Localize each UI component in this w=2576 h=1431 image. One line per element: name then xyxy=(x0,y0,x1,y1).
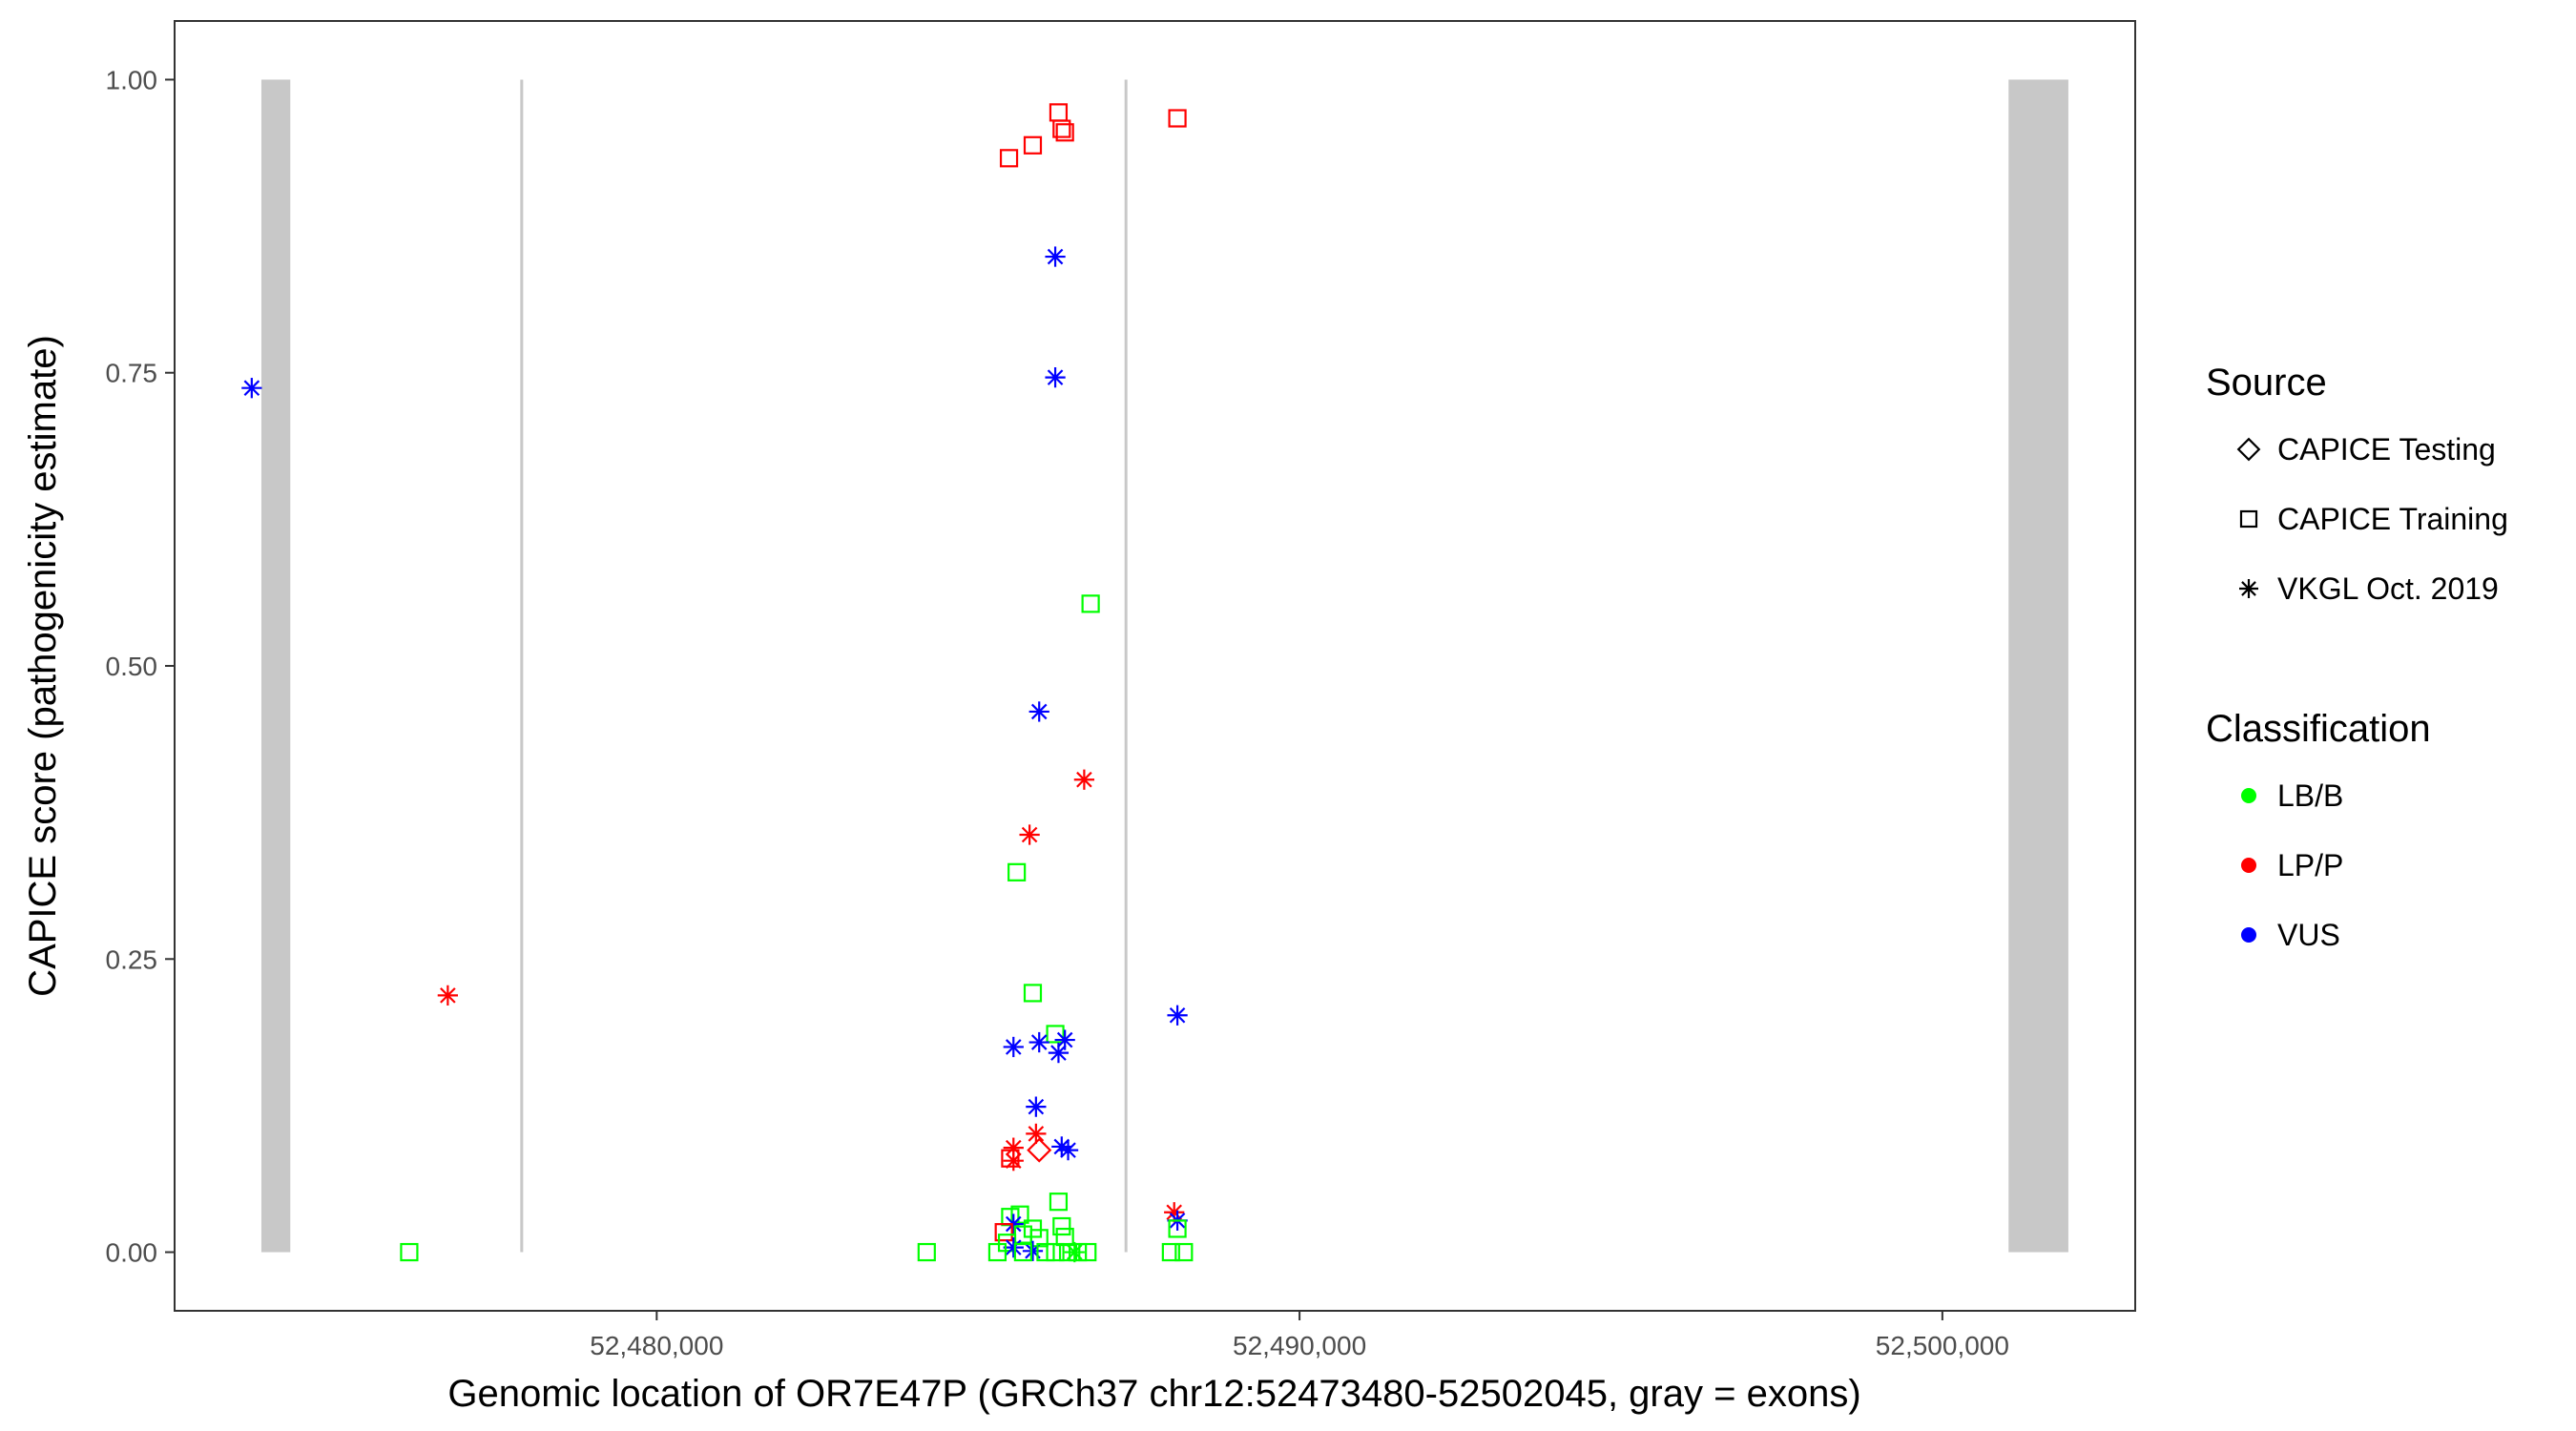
data-point-1 xyxy=(1049,103,1069,122)
data-point-10 xyxy=(1081,594,1100,613)
data-point-49 xyxy=(1036,1242,1055,1262)
legend-source-title: Source xyxy=(2206,362,2327,404)
x-tick-label-3: 52,500,000 xyxy=(1876,1331,2009,1360)
y-tick-label-5: 1.00 xyxy=(106,65,158,94)
data-point-18 xyxy=(1046,1025,1065,1044)
data-point-23 xyxy=(1026,1096,1047,1117)
data-point-47 xyxy=(987,1242,1008,1262)
legend-source-label-2: CAPICE Training xyxy=(2277,502,2508,536)
data-point-2 xyxy=(1052,119,1071,138)
data-point-48 xyxy=(1013,1242,1032,1262)
data-point-37 xyxy=(1003,1213,1024,1234)
data-point-50 xyxy=(1046,1242,1065,1262)
legend-source-key-3 xyxy=(2239,579,2258,598)
data-point-6 xyxy=(1168,109,1187,128)
data-point-57 xyxy=(1161,1242,1180,1262)
data-point-5 xyxy=(999,149,1019,168)
data-point-54 xyxy=(1064,1241,1085,1263)
data-point-24 xyxy=(1026,1123,1047,1145)
legend-class-key-1 xyxy=(2241,788,2256,803)
legend-class-key-2 xyxy=(2241,858,2256,873)
data-point-20 xyxy=(1028,1031,1049,1053)
data-point-14 xyxy=(1008,862,1027,881)
x-tick-label-2: 52,490,000 xyxy=(1233,1331,1366,1360)
data-point-29 xyxy=(1001,1149,1020,1168)
data-point-16 xyxy=(437,985,458,1006)
legend-class-label-2: LP/P xyxy=(2277,848,2343,882)
y-tick-label-3: 0.50 xyxy=(106,652,158,681)
legend: Source CAPICE Testing CAPICE Training VKGL… xyxy=(2206,362,2508,952)
x-tick-label-1: 52,480,000 xyxy=(590,1331,723,1360)
data-point-21 xyxy=(1003,1036,1024,1058)
data-point-3 xyxy=(1055,123,1074,142)
data-point-31 xyxy=(1049,1192,1069,1212)
legend-source-label-3: VKGL Oct. 2019 xyxy=(2277,571,2499,606)
data-point-17 xyxy=(1167,1005,1188,1026)
data-point-58 xyxy=(1174,1242,1194,1262)
data-point-32 xyxy=(1164,1202,1185,1223)
data-point-55 xyxy=(400,1242,419,1262)
data-point-34 xyxy=(1168,1219,1187,1238)
legend-classification-title: Classification xyxy=(2206,708,2431,750)
axis-layer: 0.00 0.25 0.50 0.75 1.00 52,480,000 52,490,000… xyxy=(106,65,2009,1360)
x-axis-title: Genomic location of OR7E47P (GRCh37 chr1… xyxy=(447,1373,1860,1415)
legend-class-label-3: VUS xyxy=(2277,918,2340,952)
legend-source-key-2 xyxy=(2239,509,2258,529)
data-point-7 xyxy=(1045,246,1066,267)
data-point-8 xyxy=(1045,367,1066,388)
legend-class-key-3 xyxy=(2241,927,2256,943)
legend-source-key-1 xyxy=(2236,437,2261,462)
y-tick-label-2: 0.25 xyxy=(106,944,158,974)
data-point-35 xyxy=(1010,1205,1029,1224)
data-point-38 xyxy=(1023,1219,1043,1238)
data-point-45 xyxy=(1003,1237,1024,1258)
exon-band-1 xyxy=(260,79,291,1253)
y-tick-label-4: 0.75 xyxy=(106,359,158,388)
data-point-12 xyxy=(1073,769,1095,790)
data-point-11 xyxy=(1028,701,1049,722)
data-point-15 xyxy=(1023,984,1043,1003)
data-point-22 xyxy=(1048,1042,1070,1064)
data-point-25 xyxy=(1027,1137,1052,1163)
data-point-40 xyxy=(994,1223,1013,1242)
data-point-42 xyxy=(1029,1229,1049,1248)
y-axis-title: CAPICE score (pathogenicity estimate) xyxy=(22,335,64,997)
data-point-9 xyxy=(241,378,262,399)
plot-frame xyxy=(174,20,2136,1312)
legend-class-label-1: LB/B xyxy=(2277,778,2343,813)
data-point-30 xyxy=(1003,1151,1024,1172)
data-point-4 xyxy=(1023,135,1043,155)
exon-band-2 xyxy=(2008,79,2068,1253)
y-tick-label-1: 0.00 xyxy=(106,1238,158,1268)
data-point-39 xyxy=(1052,1216,1071,1236)
data-point-27 xyxy=(1057,1139,1079,1161)
legend-source-label-1: CAPICE Testing xyxy=(2277,432,2496,467)
plot-layer xyxy=(241,79,2068,1263)
data-point-56 xyxy=(917,1242,936,1262)
data-point-44 xyxy=(997,1234,1017,1253)
data-point-13 xyxy=(1019,824,1040,845)
